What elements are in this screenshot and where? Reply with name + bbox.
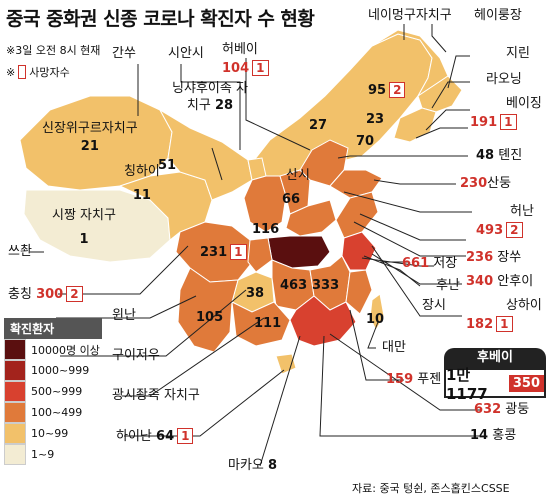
legend: 확진환자 10000명 이상 1000~999 500~999 100~499 … xyxy=(4,318,102,465)
region-fujian xyxy=(345,269,373,315)
jiangxi-cases: 333 xyxy=(312,278,340,293)
label-shanxi-name: 산시 xyxy=(286,168,310,183)
region-shaanxi xyxy=(243,175,287,233)
region-henan xyxy=(285,199,337,237)
label-ningxia: 닝샤후이족 자치구 28 xyxy=(172,81,248,113)
shaanxi-cases: 116 xyxy=(252,222,280,237)
guizhou-cases: 38 xyxy=(246,286,265,301)
heilongjiang-cases: 95 2 xyxy=(368,82,406,99)
legend-swatch xyxy=(4,402,26,423)
label-guangxi: 광시좡족 자치구 xyxy=(112,388,200,403)
label-gansu: 간쑤 xyxy=(112,46,136,61)
label-chongqing: 충칭 300 2 xyxy=(8,286,83,303)
note-marker: ※ xyxy=(6,65,16,79)
label-beijing-count: 191 1 xyxy=(470,114,517,131)
leader-lines xyxy=(30,24,480,467)
label-beijing: 베이징 xyxy=(506,96,542,111)
legend-item: 10~99 xyxy=(4,423,102,444)
label-tianjin: 48 톈진 xyxy=(476,148,523,163)
hubei-cases: 1만1177 xyxy=(446,365,488,403)
label-liaoning: 라오닝 xyxy=(486,72,522,87)
gansu-cases: 51 xyxy=(158,158,177,173)
label-henan: 허난 xyxy=(510,204,534,219)
legend-item: 100~499 xyxy=(4,402,102,423)
label-hebei: 허베이 xyxy=(222,42,258,57)
label-jilin: 지린 xyxy=(506,46,530,61)
label-zhejiang: 661 저장 xyxy=(402,256,458,271)
hubei-deaths: 350 xyxy=(508,374,544,392)
legend-swatch xyxy=(4,423,26,444)
legend-swatch xyxy=(4,444,26,465)
neimenggu-cases: 27 xyxy=(309,118,328,133)
source-note: 자료: 중국 텅쉰, 존스홉킨스CSSE xyxy=(352,482,510,495)
death-box-icon xyxy=(18,65,27,79)
label-shanghai: 상하이 xyxy=(506,298,542,313)
label-jiangsu: 236 장쑤 xyxy=(466,250,522,265)
label-yunnan: 윈난 xyxy=(112,308,136,323)
region-hebei xyxy=(299,139,349,187)
label-heilongjiang: 헤이룽장 xyxy=(474,8,522,23)
region-xizang xyxy=(23,189,171,263)
legend-item: 500~999 xyxy=(4,381,102,402)
label-hunan: 후난 xyxy=(436,278,460,293)
label-hongkong: 14 홍콩 xyxy=(470,428,517,443)
label-neimenggu: 네이멍구자치구 xyxy=(368,8,452,23)
label-shandong: 230산둥 xyxy=(460,176,512,191)
liaoning-cases: 70 xyxy=(356,134,375,149)
label-hebei-count: 104 1 xyxy=(222,60,269,77)
legend-swatch xyxy=(4,381,26,402)
label-guangdong: 632 광둥 xyxy=(474,402,530,417)
label-hainan: 하이난 64 1 xyxy=(116,428,194,445)
legend-item: 10000명 이상 xyxy=(4,339,102,360)
hunan-cases: 463 xyxy=(280,278,308,293)
label-qinghai: 칭하이 11 xyxy=(124,164,160,203)
death-count-note: ※ 사망자수 xyxy=(6,64,70,80)
region-guangxi xyxy=(231,301,291,347)
region-chongqing xyxy=(247,237,273,273)
taiwan-cases: 10 xyxy=(366,312,385,327)
region-taiwan xyxy=(369,293,385,332)
region-guangdong xyxy=(289,295,357,347)
label-sichuan: 쓰촨 xyxy=(8,244,32,259)
region-yunnan xyxy=(177,267,239,353)
region-hainan xyxy=(275,353,297,375)
label-jiangxi: 장시 xyxy=(422,298,446,313)
shanxi-cases: 66 xyxy=(282,192,301,207)
legend-title: 확진환자 xyxy=(4,318,102,339)
legend-item: 1000~999 xyxy=(4,360,102,381)
region-gansu xyxy=(158,108,253,201)
label-xizang: 시짱 자치구 1 xyxy=(52,208,116,247)
page-title: 중국 중화권 신종 코로나 확진자 수 현황 xyxy=(6,8,315,30)
label-macau: 마카오 8 xyxy=(228,458,278,473)
sichuan-cases: 231 1 xyxy=(200,244,247,261)
hubei-callout: 후베이 1만1177 350 xyxy=(444,348,546,403)
hubei-title: 후베이 xyxy=(444,348,546,368)
yunnan-cases: 105 xyxy=(196,310,224,325)
death-note-label: 사망자수 xyxy=(29,66,70,79)
jilin-cases: 23 xyxy=(366,112,385,127)
label-fujian: 159 푸젠 xyxy=(386,372,442,387)
label-xinjiang: 신장위구르자치구 21 xyxy=(42,121,138,154)
label-guizhou: 구이저우 xyxy=(112,348,160,363)
label-shanghai-count: 182 1 xyxy=(466,316,513,333)
legend-swatch xyxy=(4,360,26,381)
label-anhui: 340 안후이 xyxy=(466,274,534,289)
region-zhejiang xyxy=(341,231,377,271)
as-of-note: ※3일 오전 8시 현재 xyxy=(6,44,101,57)
legend-item: 1~9 xyxy=(4,444,102,465)
label-henan-count: 493 2 xyxy=(476,222,523,239)
region-sichuan xyxy=(175,221,255,283)
guangxi-cases: 111 xyxy=(254,316,282,331)
label-xian: 시안시 xyxy=(168,46,204,61)
label-taiwan: 대만 xyxy=(382,340,406,355)
legend-swatch xyxy=(4,339,26,360)
